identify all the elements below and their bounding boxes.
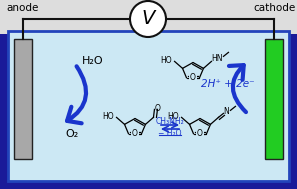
Bar bbox=[265, 39, 283, 159]
Bar bbox=[8, 31, 289, 181]
FancyArrowPatch shape bbox=[67, 66, 86, 123]
Text: HO: HO bbox=[168, 112, 179, 121]
Text: O: O bbox=[132, 129, 138, 138]
Text: O: O bbox=[154, 104, 160, 113]
Text: H₂O: H₂O bbox=[82, 56, 104, 66]
Text: CH₃NH₂: CH₃NH₂ bbox=[156, 116, 184, 125]
Text: cathode: cathode bbox=[253, 3, 295, 13]
Text: O: O bbox=[197, 129, 203, 138]
Text: HO: HO bbox=[103, 112, 114, 121]
Text: V: V bbox=[141, 9, 155, 29]
Text: O₂: O₂ bbox=[65, 129, 78, 139]
Text: 2H⁺ + 2e⁻: 2H⁺ + 2e⁻ bbox=[201, 79, 255, 89]
Text: HO: HO bbox=[161, 56, 172, 65]
Bar bbox=[14, 39, 32, 159]
Text: HN: HN bbox=[212, 54, 223, 63]
FancyArrowPatch shape bbox=[229, 65, 246, 112]
Text: anode: anode bbox=[7, 3, 39, 13]
Bar bbox=[0, 0, 297, 34]
Text: − H₂O: − H₂O bbox=[158, 129, 182, 138]
Text: O: O bbox=[190, 73, 196, 82]
Text: N: N bbox=[224, 107, 229, 116]
Circle shape bbox=[130, 1, 166, 37]
